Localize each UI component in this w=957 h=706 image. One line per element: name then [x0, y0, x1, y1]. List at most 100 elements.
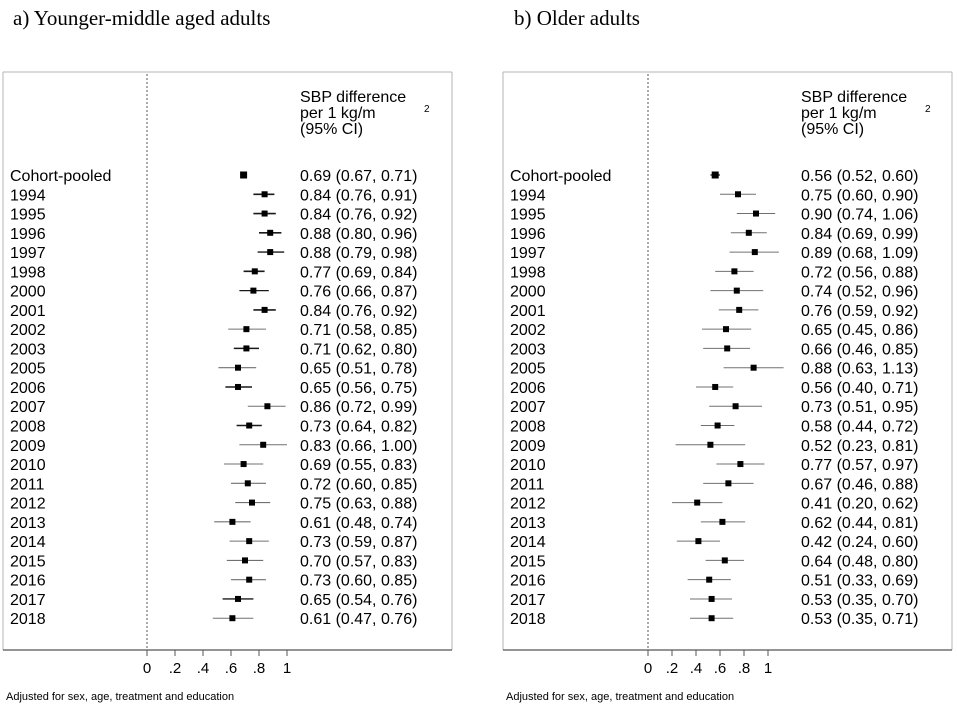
forest-row: 2006 0.65 (0.56, 0.75) [10, 380, 417, 397]
forest-row: 1998 0.72 (0.56, 0.88) [510, 264, 918, 281]
x-tick-label: .6 [714, 660, 727, 677]
column-header-line: (95% CI) [801, 121, 864, 138]
column-header-line: per 1 kg/m [801, 105, 877, 122]
row-estimate-text: 0.75 (0.60, 0.90) [801, 187, 918, 204]
forest-row: 2017 0.65 (0.54, 0.76) [10, 592, 417, 609]
row-label: 1994 [10, 187, 46, 204]
row-estimate-text: 0.65 (0.51, 0.78) [300, 361, 417, 378]
forest-row: 2016 0.73 (0.60, 0.85) [10, 573, 417, 590]
point-estimate [724, 345, 731, 352]
point-estimate [731, 268, 738, 275]
x-tick-label: .8 [738, 660, 751, 677]
row-estimate-text: 0.73 (0.60, 0.85) [300, 573, 417, 590]
row-estimate-text: 0.65 (0.45, 0.86) [801, 322, 918, 339]
forest-row: 2013 0.61 (0.48, 0.74) [10, 515, 417, 532]
row-estimate-text: 0.65 (0.54, 0.76) [300, 592, 417, 609]
row-label: 2002 [510, 322, 546, 339]
row-estimate-text: 0.84 (0.69, 0.99) [801, 226, 918, 243]
row-estimate-text: 0.77 (0.69, 0.84) [300, 264, 417, 281]
forest-row: 1996 0.88 (0.80, 0.96) [10, 226, 417, 243]
x-tick-label: .4 [197, 660, 210, 677]
column-header-superscript: 2 [424, 104, 430, 115]
forest-row: 2006 0.56 (0.40, 0.71) [510, 380, 918, 397]
forest-row: 1994 0.75 (0.60, 0.90) [510, 187, 918, 204]
point-estimate [267, 229, 274, 236]
footnote: Adjusted for sex, age, treatment and edu… [506, 691, 734, 703]
forest-row: 2008 0.58 (0.44, 0.72) [510, 419, 918, 436]
row-label: 2003 [510, 341, 546, 358]
row-estimate-text: 0.61 (0.48, 0.74) [300, 515, 417, 532]
row-estimate-text: 0.84 (0.76, 0.92) [300, 303, 417, 320]
x-tick-label: .4 [690, 660, 703, 677]
column-header-line: SBP difference [801, 89, 907, 106]
point-estimate [737, 461, 744, 468]
row-label: 2017 [510, 592, 546, 609]
row-label: 2006 [510, 380, 546, 397]
point-estimate [261, 306, 268, 313]
point-estimate [235, 383, 241, 390]
forest-row: 1995 0.90 (0.74, 1.06) [510, 207, 918, 224]
row-estimate-text: 0.71 (0.62, 0.80) [300, 341, 417, 358]
point-estimate [721, 557, 728, 564]
point-estimate [261, 210, 268, 217]
point-estimate [250, 287, 257, 294]
forest-row: Cohort-pooled 0.69 (0.67, 0.71) [10, 168, 417, 185]
forest-row: 1995 0.84 (0.76, 0.92) [10, 207, 417, 224]
point-estimate [735, 191, 741, 198]
forest-row: 2012 0.75 (0.63, 0.88) [10, 496, 417, 513]
row-estimate-text: 0.64 (0.48, 0.80) [801, 553, 918, 570]
column-header-superscript: 2 [925, 104, 931, 115]
point-estimate [733, 287, 740, 294]
row-estimate-text: 0.90 (0.74, 1.06) [801, 207, 918, 224]
x-tick-label: .2 [169, 660, 182, 677]
row-label: 1995 [10, 207, 46, 224]
point-estimate [261, 191, 268, 198]
point-estimate [264, 403, 271, 410]
row-estimate-text: 0.73 (0.51, 0.95) [801, 399, 918, 416]
point-estimate [244, 480, 251, 487]
x-tick-label: .8 [253, 660, 266, 677]
row-estimate-text: 0.86 (0.72, 0.99) [300, 399, 417, 416]
point-estimate [260, 441, 267, 448]
x-tick-label: 0 [644, 660, 652, 677]
point-estimate [243, 345, 250, 352]
row-estimate-text: 0.88 (0.63, 1.13) [801, 361, 918, 378]
point-estimate [712, 383, 719, 390]
row-label: 1996 [10, 226, 46, 243]
forest-row: 2010 0.69 (0.55, 0.83) [10, 457, 417, 474]
row-estimate-text: 0.84 (0.76, 0.92) [300, 207, 417, 224]
forest-row: Cohort-pooled 0.56 (0.52, 0.60) [510, 168, 918, 185]
row-estimate-text: 0.75 (0.63, 0.88) [300, 496, 417, 513]
row-label: 2010 [10, 457, 46, 474]
row-estimate-text: 0.70 (0.57, 0.83) [300, 553, 417, 570]
forest-row: 2015 0.70 (0.57, 0.83) [10, 553, 417, 570]
point-estimate [246, 538, 253, 545]
point-estimate [694, 499, 701, 506]
point-estimate [251, 268, 258, 275]
point-estimate [708, 595, 715, 602]
row-label: 2018 [510, 611, 546, 628]
row-label: 2011 [10, 476, 45, 493]
forest-row: 2005 0.65 (0.51, 0.78) [10, 361, 417, 378]
row-label: 2010 [510, 457, 546, 474]
forest-row: 2002 0.65 (0.45, 0.86) [510, 322, 918, 339]
forest-row: 2005 0.88 (0.63, 1.13) [510, 361, 918, 378]
row-estimate-text: 0.67 (0.46, 0.88) [801, 476, 918, 493]
point-estimate [242, 557, 248, 564]
point-estimate [714, 422, 721, 429]
forest-row: 2011 0.67 (0.46, 0.88) [510, 476, 918, 493]
row-label: 2005 [10, 361, 46, 378]
row-estimate-text: 0.61 (0.47, 0.76) [300, 611, 417, 628]
column-header: SBP difference per 1 kg/m (95% CI) [300, 89, 406, 138]
x-tick-label: 0 [143, 660, 151, 677]
forest-row: 1997 0.88 (0.79, 0.98) [10, 245, 417, 262]
row-label: 1995 [510, 207, 546, 224]
row-estimate-text: 0.51 (0.33, 0.69) [801, 573, 918, 590]
forest-row: 2003 0.71 (0.62, 0.80) [10, 341, 417, 358]
row-label: 2012 [10, 496, 46, 513]
row-estimate-text: 0.84 (0.76, 0.91) [300, 187, 417, 204]
row-label: 2013 [10, 515, 46, 532]
column-header-line: (95% CI) [300, 121, 363, 138]
row-label: 2017 [10, 592, 46, 609]
